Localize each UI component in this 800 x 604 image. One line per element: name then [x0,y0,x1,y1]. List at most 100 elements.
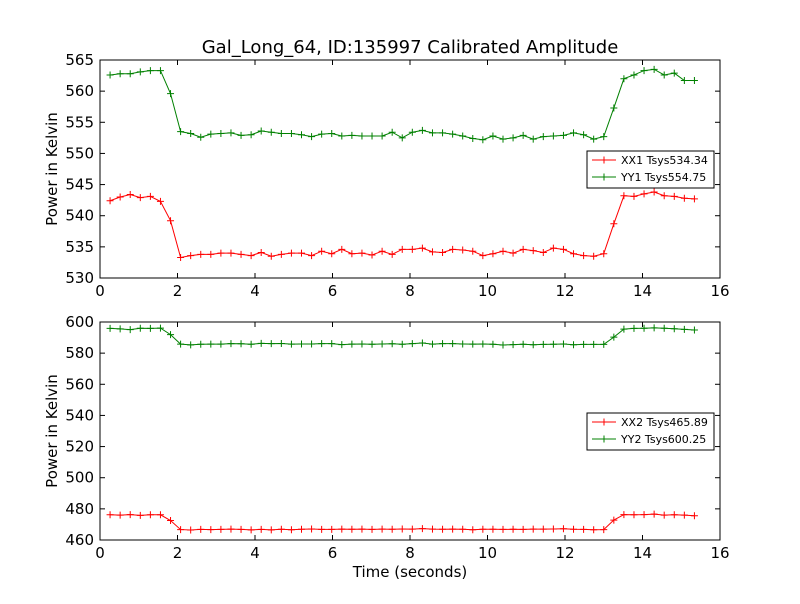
data-point [549,132,557,140]
data-point [509,525,517,533]
data-point [459,246,467,254]
data-point [428,340,436,348]
y-tick-label: 550 [65,144,94,162]
data-point [247,252,255,260]
data-point [620,511,628,519]
x-tick-label: 2 [173,282,183,300]
data-point [408,340,416,348]
x-axis-label: Time (seconds) [352,563,468,581]
legend-marker [600,435,608,443]
data-point [590,526,598,534]
y-tick-label: 540 [65,406,94,424]
data-point [418,339,426,347]
data-point [328,340,336,348]
data-point [187,130,195,137]
data-point [670,192,678,200]
data-point [287,130,295,137]
data-point [187,341,195,349]
data-point [408,128,416,136]
data-point [237,525,245,533]
data-point [610,104,618,112]
data-point [650,188,658,196]
data-point [207,340,215,348]
data-point [428,525,436,533]
data-point [489,250,497,258]
data-point [348,131,356,139]
data-point [428,129,436,137]
x-tick-label: 12 [555,282,574,300]
data-point [267,252,275,260]
data-point [338,525,346,533]
series-2 [106,65,698,144]
x-tick-label: 4 [250,282,260,300]
series-1 [106,510,698,534]
data-point [136,68,144,76]
data-point [308,133,316,141]
data-point [469,526,477,534]
data-point [257,525,265,533]
data-point [368,340,376,348]
data-point [247,526,255,534]
data-point [428,248,436,256]
x-tick-label: 14 [633,544,652,562]
data-point [559,131,567,139]
data-point [257,339,265,347]
data-point [670,325,678,333]
x-tick-label: 6 [328,282,338,300]
data-point [519,525,527,533]
data-point [217,130,225,137]
y-tick-label: 540 [65,207,94,225]
data-point [489,132,497,140]
data-point [449,245,457,253]
data-point [499,247,507,255]
data-point [318,130,326,138]
data-point [408,245,416,253]
data-point [630,324,638,332]
data-point [660,192,668,200]
y-tick-label: 460 [65,531,94,549]
data-point [348,525,356,533]
data-point [398,134,406,142]
data-point [388,525,396,533]
data-point [660,71,668,79]
data-point [559,245,567,253]
data-point [116,70,124,78]
x-tick-label: 14 [633,282,652,300]
data-point [580,525,588,533]
data-point [348,340,356,348]
data-point [489,340,497,348]
data-point [328,130,336,137]
bottom-panel: 0 2 4 6 8 10 12 14 16 460 480 500 520 540 560 580 600 Pow… [43,313,730,581]
data-point [680,325,688,333]
y-tick-label: 535 [65,238,94,256]
y-tick-label: 560 [65,375,94,393]
data-point [378,525,386,533]
data-point [449,340,457,348]
data-point [287,526,295,534]
x-tick-label: 16 [710,282,729,300]
x-tick-label: 16 [710,544,729,562]
data-point [388,128,396,136]
data-point [620,75,628,83]
y-tick-label: 565 [65,51,94,69]
data-point [610,333,618,341]
y-tick-label: 555 [65,113,94,131]
data-point [267,526,275,534]
data-point [439,525,447,533]
data-point [650,65,658,73]
data-point [298,131,305,139]
data-point [207,526,215,534]
data-point [630,192,638,200]
data-point [116,325,124,333]
data-point [247,340,255,348]
data-point [630,511,638,519]
data-point [126,511,134,519]
data-point [439,340,447,348]
data-point [156,511,164,519]
data-point [479,136,487,144]
data-point [630,71,638,79]
data-point [167,217,175,225]
data-point [600,133,608,141]
data-point [338,245,346,253]
chart-title: Gal_Long_64, ID:135997 Calibrated Amplit… [202,37,619,58]
